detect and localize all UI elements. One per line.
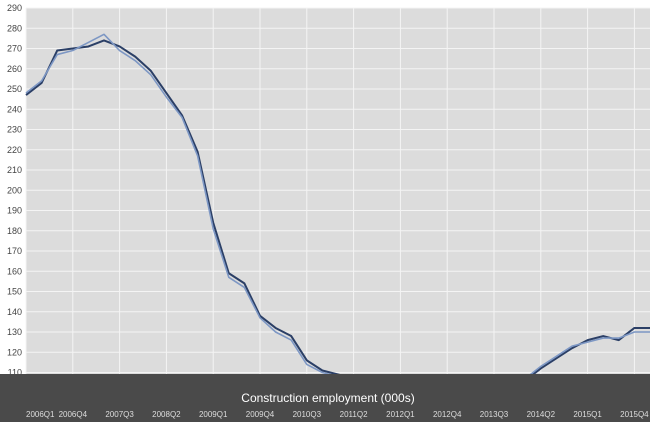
x-tick-label: 2007Q3 — [105, 410, 134, 419]
x-tick-label: 2015Q1 — [573, 410, 602, 419]
y-tick-label: 140 — [7, 307, 22, 317]
x-tick-label: 2014Q2 — [527, 410, 556, 419]
y-tick-label: 220 — [7, 145, 22, 155]
y-tick-label: 150 — [7, 287, 22, 297]
x-tick-label: 2012Q1 — [386, 410, 415, 419]
y-tick-label: 190 — [7, 206, 22, 216]
y-axis: 110 120 130 140 150 160 170 180 190 200 210 220 230 2… — [7, 3, 22, 378]
x-tick-label: 2008Q2 — [152, 410, 181, 419]
x-axis: 2006Q1 2006Q4 2007Q3 2008Q2 2009Q1 2009Q4 2010… — [26, 410, 649, 419]
y-tick-label: 290 — [7, 3, 22, 13]
y-tick-label: 230 — [7, 125, 22, 135]
x-tick-label: 2012Q4 — [433, 410, 462, 419]
x-tick-label: 2013Q3 — [480, 410, 509, 419]
y-tick-label: 170 — [7, 246, 22, 256]
y-tick-label: 110 — [8, 368, 22, 378]
y-tick-label: 240 — [7, 104, 22, 114]
left-band — [0, 374, 26, 422]
y-tick-label: 270 — [7, 44, 22, 54]
chart-caption: Construction employment (000s) — [241, 391, 414, 405]
x-tick-label: 2006Q1 — [26, 410, 55, 419]
y-tick-label: 180 — [7, 226, 22, 236]
y-tick-label: 160 — [7, 266, 22, 276]
x-tick-label: 2009Q4 — [246, 410, 275, 419]
y-tick-label: 200 — [7, 185, 22, 195]
y-tick-label: 130 — [7, 327, 22, 337]
x-tick-label: 2010Q3 — [293, 410, 322, 419]
y-tick-label: 260 — [7, 64, 22, 74]
y-tick-label: 210 — [7, 165, 22, 175]
y-tick-label: 280 — [7, 23, 22, 33]
x-tick-label: 2009Q1 — [199, 410, 228, 419]
x-tick-label: 2015Q4 — [620, 410, 649, 419]
caption-band — [26, 374, 650, 422]
y-tick-label: 120 — [7, 347, 22, 357]
grid — [25, 7, 650, 374]
y-tick-label: 250 — [7, 84, 22, 94]
x-tick-label: 2006Q4 — [59, 410, 88, 419]
x-tick-label: 2011Q2 — [340, 410, 368, 419]
